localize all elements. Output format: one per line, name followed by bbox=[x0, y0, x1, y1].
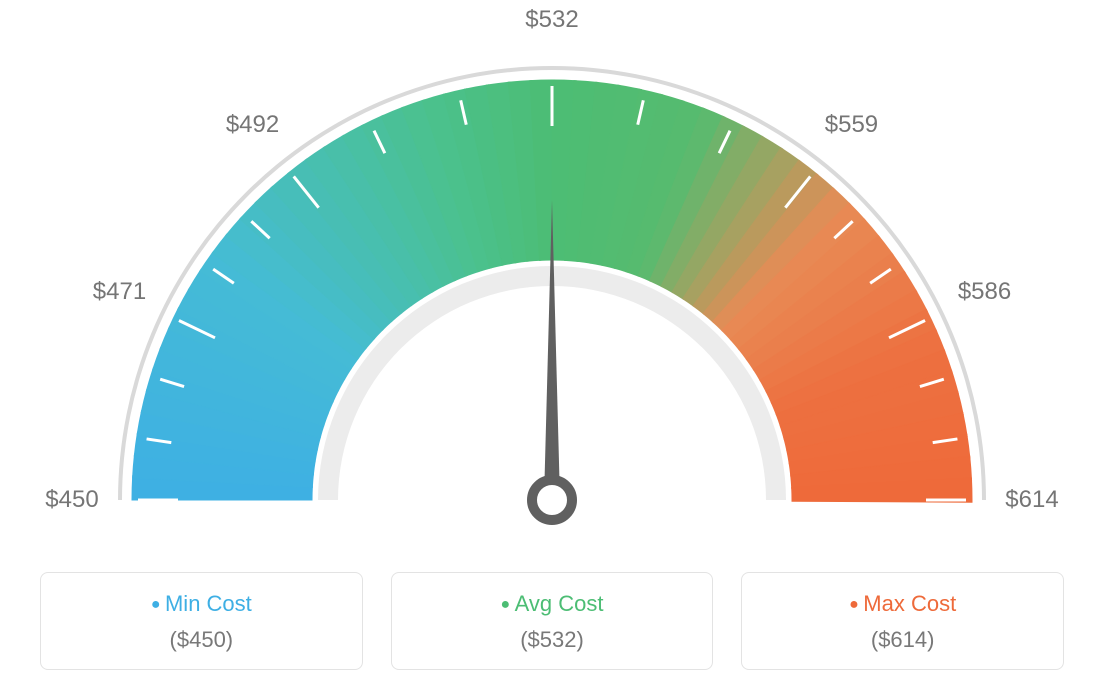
gauge-tick-label: $450 bbox=[45, 486, 98, 514]
gauge-tick-label: $492 bbox=[226, 111, 279, 139]
gauge-hub bbox=[532, 480, 572, 520]
legend-title-avg: Avg Cost bbox=[402, 591, 703, 617]
legend-card-min: Min Cost ($450) bbox=[40, 572, 363, 670]
legend-value-avg: ($532) bbox=[402, 627, 703, 653]
gauge-tick-label: $532 bbox=[525, 6, 578, 34]
gauge-tick-label: $586 bbox=[958, 278, 1011, 306]
legend-value-min: ($450) bbox=[51, 627, 352, 653]
legend-title-min: Min Cost bbox=[51, 591, 352, 617]
legend-title-max: Max Cost bbox=[752, 591, 1053, 617]
gauge-svg bbox=[0, 0, 1104, 560]
legend-row: Min Cost ($450) Avg Cost ($532) Max Cost… bbox=[0, 572, 1104, 670]
gauge-container: $450 $471 $492 $532 $559 $586 $614 bbox=[0, 0, 1104, 560]
legend-value-max: ($614) bbox=[752, 627, 1053, 653]
gauge-tick-label: $559 bbox=[825, 111, 878, 139]
gauge-tick-label: $614 bbox=[1005, 486, 1058, 514]
legend-card-avg: Avg Cost ($532) bbox=[391, 572, 714, 670]
legend-card-max: Max Cost ($614) bbox=[741, 572, 1064, 670]
gauge-tick-label: $471 bbox=[93, 278, 146, 306]
